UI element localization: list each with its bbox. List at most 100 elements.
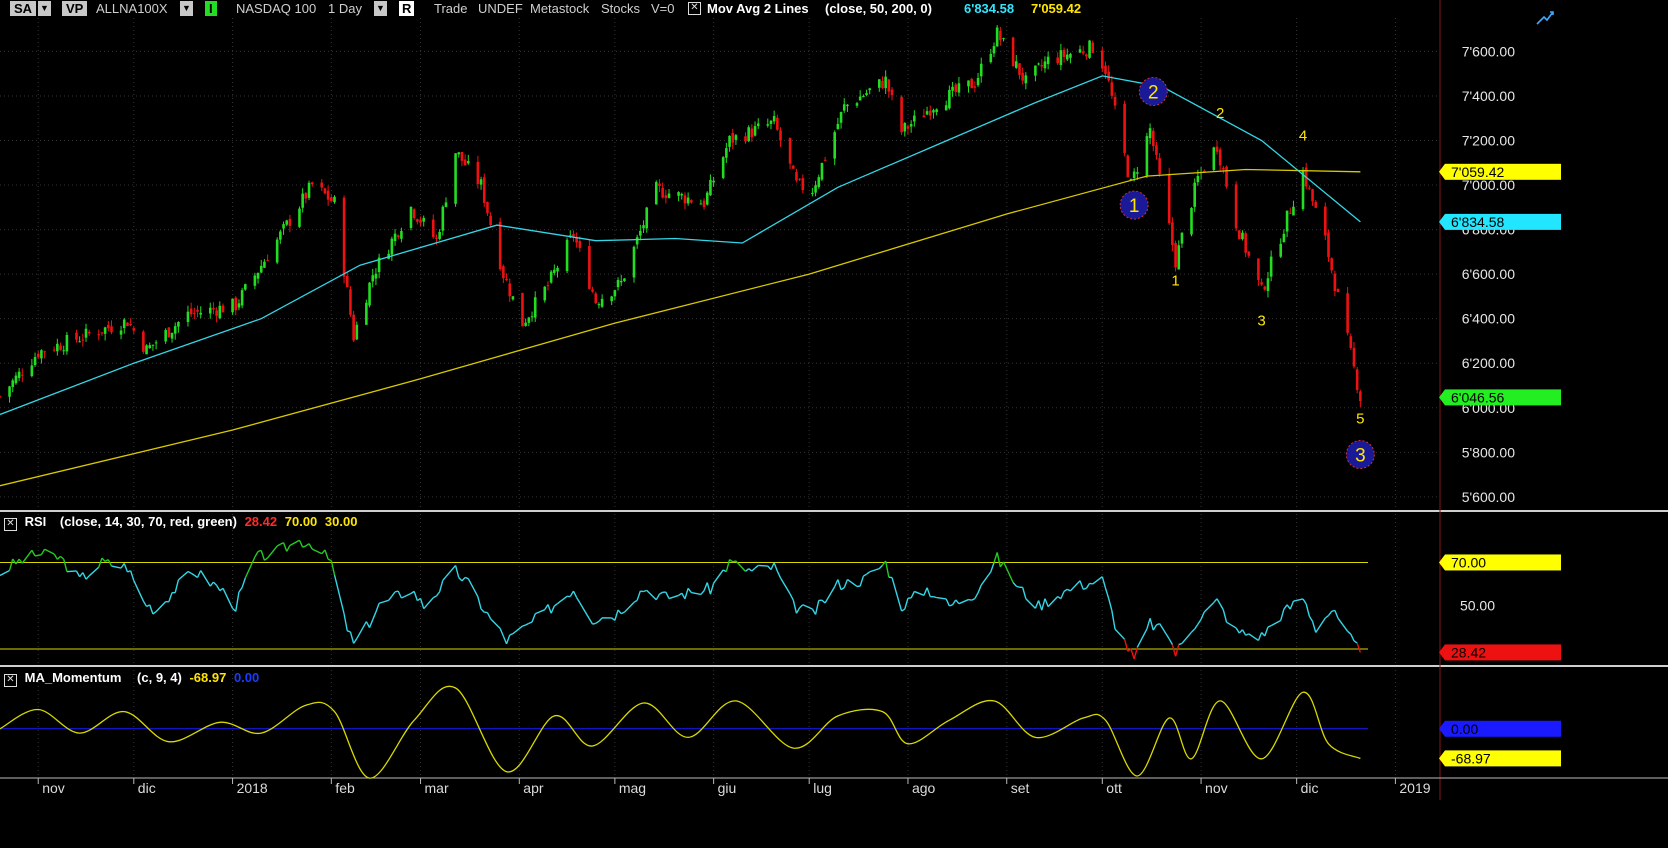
rsi-segment [461, 576, 466, 582]
candle-body [1279, 243, 1283, 257]
candle-body [1091, 42, 1095, 53]
candle-body [196, 309, 199, 312]
rsi-segment [945, 598, 951, 607]
symbol-label[interactable]: ALLNA100X [96, 1, 168, 16]
grid [0, 18, 1440, 776]
candle-body [954, 84, 958, 93]
x-tick-label: feb [335, 780, 355, 796]
candle-body [957, 83, 961, 93]
candle-body [948, 89, 951, 109]
x-tick-label: set [1011, 780, 1030, 796]
candle-body [1215, 146, 1219, 152]
candle-body [527, 317, 531, 323]
rsi-segment [869, 567, 880, 573]
rsi-segment [79, 572, 84, 578]
sa-button[interactable]: SA [10, 1, 37, 16]
candle-body [345, 275, 349, 288]
candle-body [396, 235, 400, 238]
rsi-segment [862, 573, 867, 577]
candle-body [973, 86, 977, 88]
rsi-pane[interactable] [0, 539, 1368, 660]
wave-circle [1345, 440, 1375, 470]
rsi-segment [1089, 582, 1093, 585]
mode-trade-label: Trade [434, 1, 468, 16]
candle-body [836, 123, 840, 129]
sa-dropdown-icon[interactable]: ▼ [38, 1, 51, 16]
candle-body [747, 127, 750, 142]
rsi-segment [729, 559, 734, 563]
rsi-segment [1047, 596, 1059, 608]
rsi-segment [356, 621, 367, 639]
rsi-segment [347, 630, 351, 633]
rsi-tick-label: 50.00 [1460, 598, 1495, 614]
candle-body [377, 257, 381, 273]
rsi-segment [82, 572, 87, 580]
candle-body [1212, 147, 1216, 170]
candle-body [1002, 38, 1005, 40]
rsi-segment [15, 558, 20, 565]
ma-close-icon[interactable]: ✕ [688, 2, 701, 15]
candle-body [1107, 71, 1110, 81]
x-tick-label: 2018 [237, 780, 268, 796]
rsi-segment [254, 551, 259, 558]
rsi-segment [795, 607, 801, 614]
rsi-close-icon[interactable]: ✕ [4, 518, 17, 531]
rsi-segment [665, 591, 670, 599]
candle-body [1062, 49, 1066, 58]
candle-body [1059, 50, 1063, 66]
candle-body [699, 203, 703, 205]
candle-body [374, 273, 378, 279]
candle-body [1196, 175, 1200, 183]
rsi-segment [168, 592, 173, 603]
candle-body [753, 126, 757, 136]
period-label[interactable]: 1 Day [328, 1, 362, 16]
momentum-close-icon[interactable]: ✕ [4, 674, 17, 687]
rsi-segment [792, 599, 798, 614]
rsi-segment [528, 621, 533, 624]
rsi-segment [512, 625, 523, 635]
rsi-tag-arrow [1439, 554, 1445, 571]
rsi-segment [904, 597, 909, 610]
price-tick-label: 6'400.00 [1462, 311, 1515, 327]
chart-tools-icon[interactable] [1535, 8, 1555, 28]
vp-button[interactable]: VP [62, 1, 88, 16]
momentum-line [0, 685, 1361, 779]
rsi-segment [324, 549, 329, 560]
candle-body [416, 219, 419, 222]
momentum-pane[interactable] [0, 685, 1368, 779]
momentum-params: (c, 9, 4) [137, 670, 182, 685]
rsi-segment [349, 631, 355, 644]
rsi-segment [1197, 618, 1202, 625]
candle-body [594, 293, 598, 304]
symbol-dropdown-icon[interactable]: ▼ [180, 1, 193, 16]
rsi-segment [1168, 638, 1173, 645]
candle-body [1190, 207, 1193, 235]
rsi-segment [646, 589, 657, 601]
rsi-segment [1016, 585, 1020, 588]
candle-body [734, 135, 738, 140]
rsi-segment [1082, 587, 1087, 590]
rsi-segment [1060, 591, 1065, 599]
candle-body [409, 206, 413, 228]
price-pane[interactable]: 1 2 3 1 2 3 4 5 [0, 25, 1375, 487]
rsi-segment [955, 599, 960, 605]
rsi-segment [378, 599, 389, 604]
indicator-toggle-button[interactable]: I [205, 1, 217, 16]
candle-body [1266, 278, 1270, 292]
candle-body [1110, 82, 1114, 96]
rsi-segment [1203, 601, 1215, 613]
volume-flag-label: V=0 [651, 1, 675, 16]
candle-body [1244, 233, 1247, 253]
instrument-name: NASDAQ 100 [236, 1, 317, 16]
rsi-segment [1156, 622, 1160, 626]
rsi-segment [18, 558, 23, 564]
candle-body [1056, 57, 1059, 64]
rsi-segment [779, 577, 791, 595]
candle-body [1282, 233, 1286, 243]
wave-number: 2 [1216, 105, 1224, 122]
r-button[interactable]: R [399, 1, 415, 16]
period-dropdown-icon[interactable]: ▼ [374, 1, 387, 16]
candle-body [1330, 258, 1333, 271]
candle-body [616, 279, 620, 288]
